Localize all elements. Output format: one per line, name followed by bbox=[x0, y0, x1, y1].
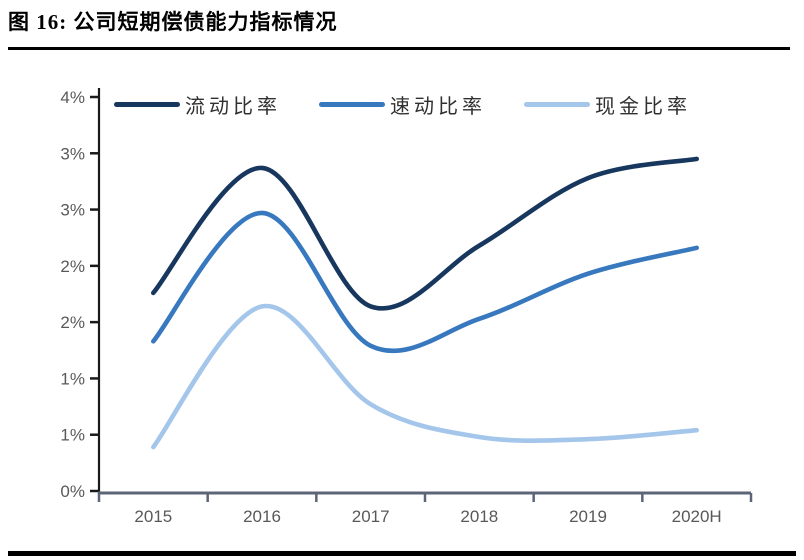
legend-item-cash-ratio: 现金比率 bbox=[524, 90, 691, 119]
title-divider bbox=[8, 47, 790, 50]
x-tick-label: 2020H bbox=[672, 507, 722, 526]
y-tick-label: 2% bbox=[60, 313, 85, 332]
current-ratio-legend-swatch bbox=[114, 102, 180, 107]
y-tick-label: 0% bbox=[60, 482, 85, 501]
figure-header: 图 16: 公司短期偿债能力指标情况 bbox=[8, 6, 796, 36]
y-tick-label: 4% bbox=[60, 88, 85, 107]
y-tick-label: 1% bbox=[60, 369, 85, 388]
legend-item-quick-ratio: 速动比率 bbox=[319, 90, 486, 119]
x-tick-label: 2019 bbox=[569, 507, 607, 526]
y-tick-label: 3% bbox=[60, 144, 85, 163]
legend-item-current-ratio: 流动比率 bbox=[114, 90, 281, 119]
current-ratio-legend-label: 流动比率 bbox=[185, 96, 281, 118]
cash-ratio-line bbox=[151, 303, 699, 450]
quick-ratio-legend-label: 速动比率 bbox=[390, 96, 486, 118]
y-tick-label: 3% bbox=[60, 201, 85, 220]
x-tick-label: 2015 bbox=[134, 507, 172, 526]
y-tick-label: 1% bbox=[60, 426, 85, 445]
figure-title: 图 16: 公司短期偿债能力指标情况 bbox=[8, 10, 338, 34]
x-tick-label: 2016 bbox=[243, 507, 281, 526]
chart-legend: 流动比率 速动比率 现金比率 bbox=[114, 90, 691, 119]
cash-ratio-legend-label: 现金比率 bbox=[595, 96, 691, 118]
bottom-divider bbox=[8, 551, 796, 556]
x-tick-label: 2018 bbox=[460, 507, 498, 526]
quick-ratio-line bbox=[151, 210, 699, 354]
quick-ratio-legend-swatch bbox=[319, 102, 385, 107]
current-ratio-line bbox=[151, 156, 699, 311]
y-tick-label: 2% bbox=[60, 257, 85, 276]
x-tick-label: 2017 bbox=[352, 507, 390, 526]
cash-ratio-legend-swatch bbox=[524, 102, 590, 107]
